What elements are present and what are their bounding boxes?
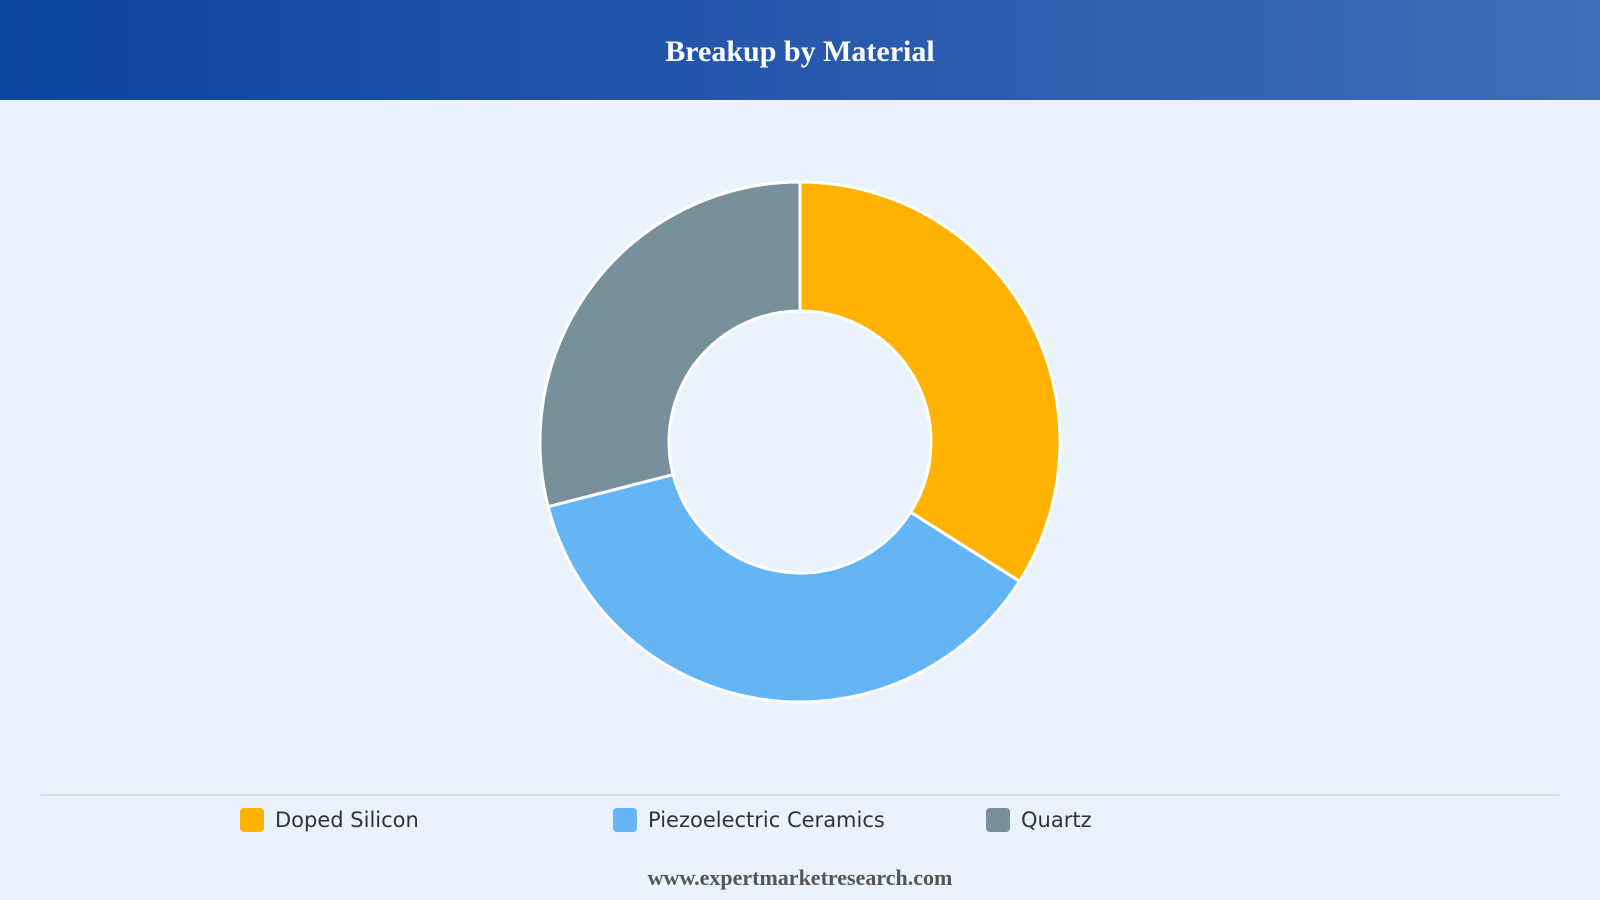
donut-slice [798, 180, 1062, 584]
header [0, 0, 1600, 100]
donut-slice [538, 180, 802, 509]
legend-label: Quartz [1021, 808, 1092, 832]
source: www.expertmarketresearch.com [648, 865, 953, 890]
donut-slice [546, 472, 1022, 704]
legend-label: Piezoelectric Ceramics [648, 808, 885, 832]
legend-swatch [613, 808, 637, 832]
legend-label: Doped Silicon [275, 808, 419, 832]
legend-swatch [240, 808, 264, 832]
legend-swatch [986, 808, 1010, 832]
chart-title: Breakup by Material [665, 35, 934, 68]
